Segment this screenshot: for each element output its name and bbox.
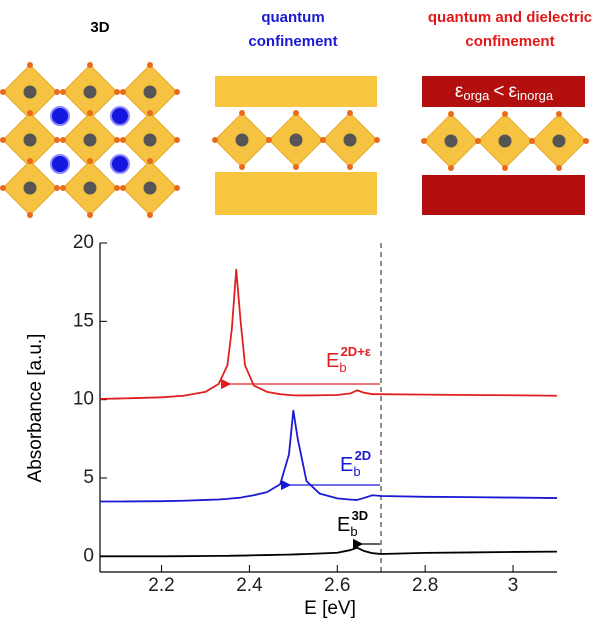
halide — [174, 185, 180, 191]
halide — [556, 111, 562, 117]
metal-ion — [444, 134, 458, 148]
halide — [87, 110, 93, 116]
series-line — [99, 268, 558, 400]
y-tick-label: 0 — [83, 545, 94, 566]
annotation: Eb3D — [337, 508, 368, 539]
halide — [556, 165, 562, 171]
metal-ion — [552, 134, 566, 148]
halide — [87, 212, 93, 218]
halide — [54, 89, 60, 95]
metal-ion — [343, 133, 357, 147]
halide — [0, 89, 6, 95]
annotation: Eb2D — [340, 448, 371, 479]
halide — [266, 137, 272, 143]
annotation: Eb2D+ε — [326, 344, 371, 375]
cation — [50, 154, 70, 174]
halide — [529, 138, 535, 144]
cation — [50, 106, 70, 126]
panel-title: confinement — [248, 33, 337, 50]
halide — [27, 158, 33, 164]
metal-ion — [498, 134, 512, 148]
halide — [147, 158, 153, 164]
x-tick-label: 2.6 — [324, 575, 350, 596]
halide — [27, 62, 33, 68]
y-tick-label: 15 — [73, 310, 94, 331]
halide — [475, 138, 481, 144]
panel-title: quantum and dielectric — [428, 9, 592, 26]
halide — [60, 185, 66, 191]
halide — [502, 111, 508, 117]
halide — [502, 165, 508, 171]
series-line — [100, 409, 558, 503]
halide — [374, 137, 380, 143]
halide — [293, 164, 299, 170]
halide — [174, 89, 180, 95]
halide — [239, 164, 245, 170]
metal-ion — [235, 133, 249, 147]
epsilon-label: εorga < εinorga — [455, 81, 554, 103]
halide — [147, 212, 153, 218]
halide — [114, 89, 120, 95]
panel-title: 3D — [90, 19, 109, 36]
organic-layer — [215, 76, 377, 107]
halide — [120, 185, 126, 191]
x-tick-label: 2.4 — [236, 575, 263, 596]
halide — [27, 110, 33, 116]
metal-ion — [143, 85, 157, 99]
organic-layer — [422, 76, 585, 107]
cation — [110, 154, 130, 174]
metal-ion — [83, 85, 97, 99]
metal-ion — [23, 85, 37, 99]
halide — [120, 137, 126, 143]
halide — [212, 137, 218, 143]
halide — [347, 164, 353, 170]
halide — [87, 62, 93, 68]
halide — [114, 137, 120, 143]
halide — [347, 110, 353, 116]
halide — [60, 137, 66, 143]
halide — [174, 137, 180, 143]
metal-ion — [23, 181, 37, 195]
x-axis-label: E [eV] — [304, 598, 356, 619]
cation — [110, 106, 130, 126]
halide — [60, 89, 66, 95]
halide — [54, 185, 60, 191]
y-tick-label: 20 — [73, 232, 94, 253]
structure-diagram: εorga < εinorga — [0, 62, 589, 218]
metal-ion — [23, 133, 37, 147]
series-line — [100, 546, 558, 558]
halide — [0, 185, 6, 191]
halide — [421, 138, 427, 144]
halide — [27, 212, 33, 218]
metal-ion — [143, 133, 157, 147]
metal-ion — [83, 181, 97, 195]
halide — [448, 165, 454, 171]
halide — [293, 110, 299, 116]
halide — [0, 137, 6, 143]
halide — [87, 158, 93, 164]
x-tick-label: 2.2 — [148, 575, 174, 596]
halide — [448, 111, 454, 117]
halide — [54, 137, 60, 143]
halide — [239, 110, 245, 116]
halide — [120, 89, 126, 95]
halide — [583, 138, 589, 144]
y-tick-label: 10 — [73, 389, 94, 410]
halide — [320, 137, 326, 143]
y-axis-label: Absorbance [a.u.] — [25, 334, 46, 483]
halide — [147, 110, 153, 116]
organic-layer — [422, 175, 585, 215]
x-tick-label: 3 — [508, 575, 519, 596]
halide — [147, 62, 153, 68]
y-tick-label: 5 — [83, 467, 94, 488]
x-tick-label: 2.8 — [412, 575, 438, 596]
panel-title: confinement — [465, 33, 554, 50]
halide — [114, 185, 120, 191]
panel-title: quantum — [261, 9, 324, 26]
metal-ion — [83, 133, 97, 147]
metal-ion — [143, 181, 157, 195]
metal-ion — [289, 133, 303, 147]
organic-layer — [215, 172, 377, 215]
